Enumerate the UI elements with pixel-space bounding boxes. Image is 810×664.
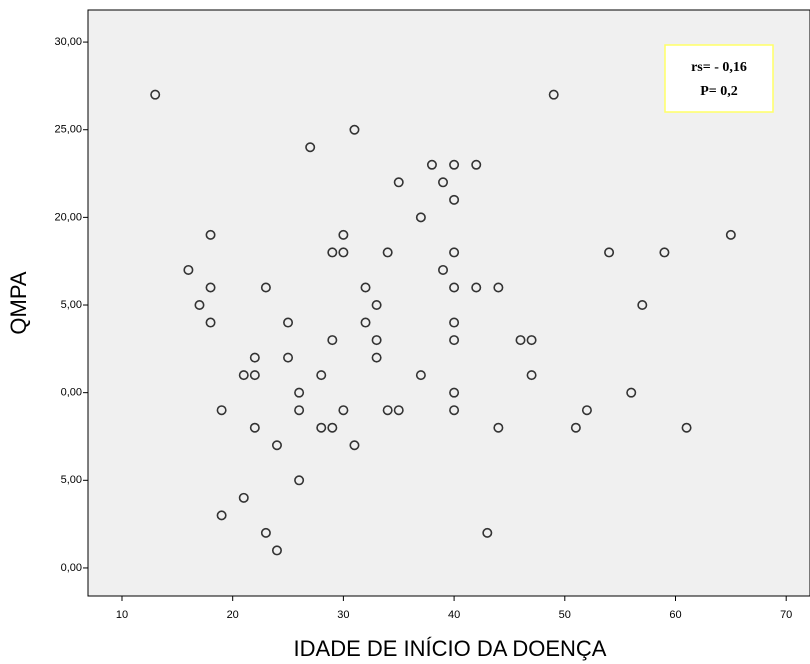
x-tick-label: 60 bbox=[669, 609, 681, 621]
point bbox=[449, 159, 460, 170]
point bbox=[515, 335, 526, 346]
point bbox=[327, 247, 338, 258]
point bbox=[449, 387, 460, 398]
y-tick-label: 5,00 bbox=[61, 299, 82, 311]
point bbox=[604, 247, 615, 258]
point bbox=[681, 422, 692, 433]
point bbox=[271, 545, 282, 556]
x-tick-label: 40 bbox=[448, 609, 460, 621]
point bbox=[349, 124, 360, 135]
x-tick-label: 10 bbox=[116, 609, 128, 621]
point bbox=[294, 387, 305, 398]
point bbox=[526, 370, 537, 381]
point bbox=[471, 282, 482, 293]
annotation-box bbox=[664, 44, 774, 113]
point bbox=[438, 177, 449, 188]
y-tick-label: 0,00 bbox=[61, 387, 82, 399]
point bbox=[426, 159, 437, 170]
point bbox=[316, 370, 327, 381]
point bbox=[327, 422, 338, 433]
annotation: rs= - 0,16 bbox=[691, 60, 747, 75]
point bbox=[194, 300, 205, 311]
x-tick-label: 20 bbox=[227, 609, 239, 621]
point bbox=[338, 229, 349, 240]
point bbox=[327, 335, 338, 346]
point bbox=[570, 422, 581, 433]
point bbox=[338, 247, 349, 258]
point bbox=[283, 352, 294, 363]
point bbox=[415, 212, 426, 223]
point bbox=[371, 352, 382, 363]
point bbox=[393, 177, 404, 188]
point bbox=[260, 282, 271, 293]
point bbox=[449, 335, 460, 346]
point bbox=[449, 317, 460, 328]
point bbox=[305, 142, 316, 153]
point bbox=[205, 282, 216, 293]
point bbox=[183, 264, 194, 275]
x-tick-label: 70 bbox=[780, 609, 792, 621]
point bbox=[438, 264, 449, 275]
point bbox=[294, 405, 305, 416]
point bbox=[526, 335, 537, 346]
point bbox=[393, 405, 404, 416]
point bbox=[382, 405, 393, 416]
y-tick-label: 20,00 bbox=[54, 211, 82, 223]
point bbox=[283, 317, 294, 328]
y-tick-label: 30,00 bbox=[54, 36, 82, 48]
point bbox=[260, 527, 271, 538]
point bbox=[205, 317, 216, 328]
point bbox=[249, 422, 260, 433]
point bbox=[316, 422, 327, 433]
y-tick-label: 0,00 bbox=[61, 562, 82, 574]
point bbox=[294, 475, 305, 486]
point bbox=[449, 405, 460, 416]
point bbox=[360, 317, 371, 328]
point bbox=[249, 370, 260, 381]
x-tick-label: 30 bbox=[337, 609, 349, 621]
y-tick-label: 25,00 bbox=[54, 124, 82, 136]
point bbox=[626, 387, 637, 398]
point bbox=[338, 405, 349, 416]
point bbox=[659, 247, 670, 258]
point bbox=[371, 335, 382, 346]
point bbox=[360, 282, 371, 293]
point bbox=[449, 247, 460, 258]
y-axis-title: QMPA bbox=[6, 271, 31, 334]
point bbox=[249, 352, 260, 363]
point bbox=[382, 247, 393, 258]
point bbox=[493, 282, 504, 293]
point bbox=[493, 422, 504, 433]
annotation: P= 0,2 bbox=[700, 84, 738, 99]
point bbox=[150, 89, 161, 100]
point bbox=[371, 300, 382, 311]
point bbox=[637, 300, 648, 311]
point bbox=[349, 440, 360, 451]
point bbox=[581, 405, 592, 416]
point bbox=[271, 440, 282, 451]
x-tick-label: 50 bbox=[559, 609, 571, 621]
point bbox=[725, 229, 736, 240]
y-tick-label: 5,00 bbox=[61, 474, 82, 486]
point bbox=[415, 370, 426, 381]
point bbox=[205, 229, 216, 240]
point bbox=[216, 405, 227, 416]
point bbox=[471, 159, 482, 170]
point bbox=[216, 510, 227, 521]
point bbox=[482, 527, 493, 538]
point bbox=[548, 89, 559, 100]
point bbox=[449, 282, 460, 293]
x-axis-title: IDADE DE INÍCIO DA DOENÇA bbox=[294, 636, 607, 661]
point bbox=[449, 194, 460, 205]
point bbox=[238, 370, 249, 381]
point bbox=[238, 492, 249, 503]
